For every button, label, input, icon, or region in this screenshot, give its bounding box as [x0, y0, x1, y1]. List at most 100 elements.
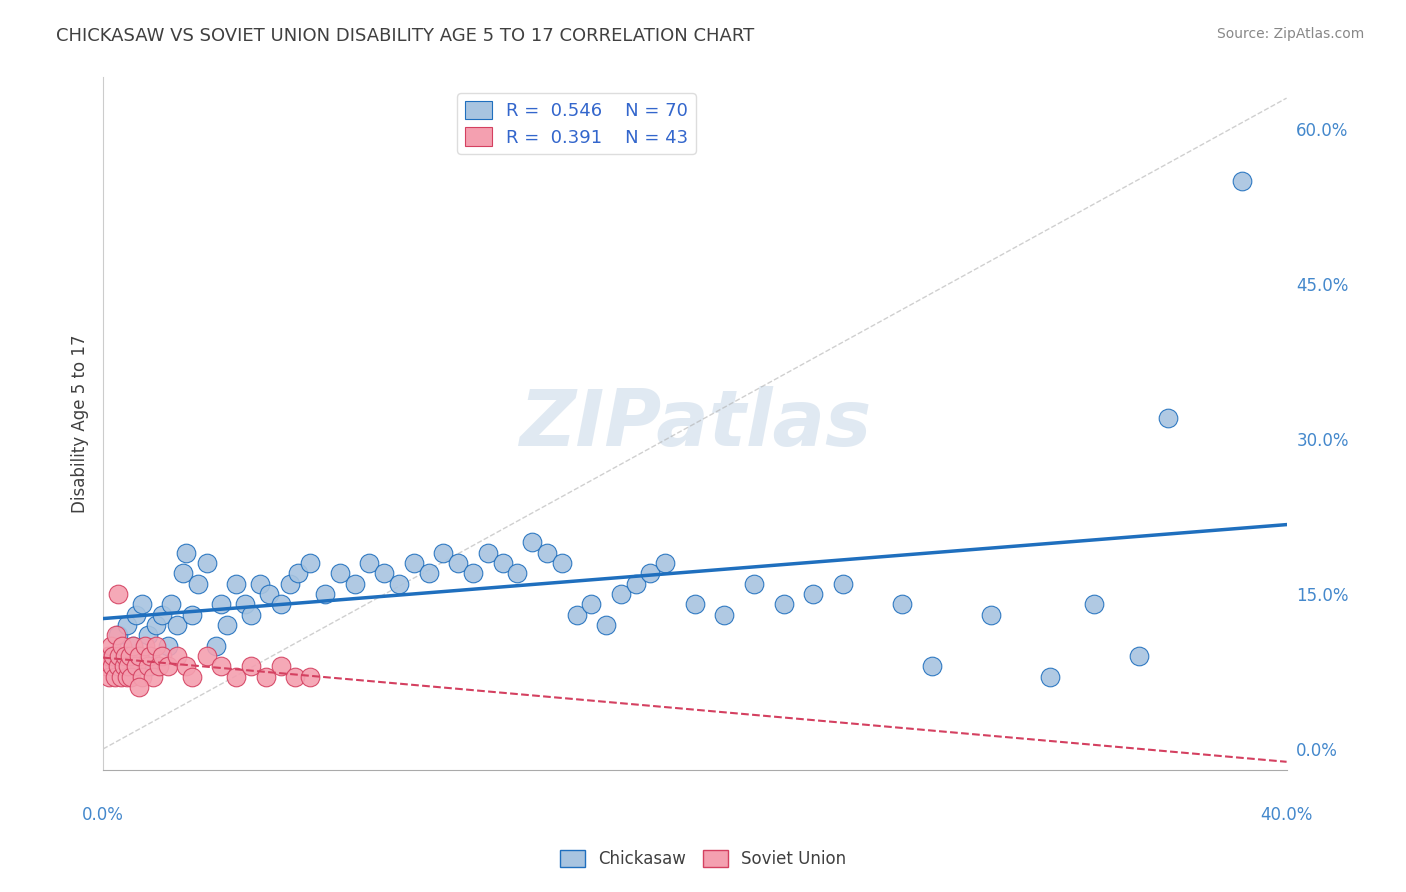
Point — [136, 628, 159, 642]
Point — [595, 618, 617, 632]
Point — [772, 597, 794, 611]
Legend: Chickasaw, Soviet Union: Chickasaw, Soviet Union — [553, 843, 853, 875]
Point — [110, 670, 132, 684]
Point — [329, 566, 352, 581]
Point — [148, 659, 170, 673]
Point — [110, 659, 132, 673]
Point — [131, 597, 153, 611]
Point — [610, 587, 633, 601]
Point — [120, 670, 142, 684]
Point — [211, 597, 233, 611]
Point — [115, 618, 138, 632]
Point — [536, 546, 558, 560]
Point — [145, 618, 167, 632]
Point — [980, 607, 1002, 622]
Point — [104, 670, 127, 684]
Point — [640, 566, 662, 581]
Point — [284, 670, 307, 684]
Point — [114, 648, 136, 663]
Point — [249, 576, 271, 591]
Point — [103, 648, 125, 663]
Point — [100, 639, 122, 653]
Point — [240, 607, 263, 622]
Point — [240, 659, 263, 673]
Point — [195, 648, 218, 663]
Text: Source: ZipAtlas.com: Source: ZipAtlas.com — [1216, 27, 1364, 41]
Point — [105, 628, 128, 642]
Point — [107, 587, 129, 601]
Point — [124, 607, 146, 622]
Point — [713, 607, 735, 622]
Point — [551, 556, 574, 570]
Point — [139, 648, 162, 663]
Point — [257, 587, 280, 601]
Point — [402, 556, 425, 570]
Text: 40.0%: 40.0% — [1260, 805, 1313, 823]
Point — [1128, 648, 1150, 663]
Point — [801, 587, 824, 601]
Point — [157, 639, 180, 653]
Point — [121, 639, 143, 653]
Point — [121, 639, 143, 653]
Point — [270, 659, 292, 673]
Point — [118, 648, 141, 663]
Point — [97, 648, 120, 663]
Point — [174, 659, 197, 673]
Point — [142, 670, 165, 684]
Point — [287, 566, 309, 581]
Point — [124, 659, 146, 673]
Point — [128, 648, 150, 663]
Point — [128, 680, 150, 694]
Point — [1157, 411, 1180, 425]
Point — [254, 670, 277, 684]
Point — [166, 618, 188, 632]
Point — [180, 607, 202, 622]
Point — [211, 659, 233, 673]
Point — [654, 556, 676, 570]
Point — [359, 556, 381, 570]
Point — [166, 648, 188, 663]
Point — [891, 597, 914, 611]
Text: CHICKASAW VS SOVIET UNION DISABILITY AGE 5 TO 17 CORRELATION CHART: CHICKASAW VS SOVIET UNION DISABILITY AGE… — [56, 27, 755, 45]
Point — [150, 607, 173, 622]
Point — [172, 566, 194, 581]
Point — [139, 659, 162, 673]
Point — [278, 576, 301, 591]
Point — [131, 670, 153, 684]
Point — [128, 648, 150, 663]
Point — [195, 556, 218, 570]
Point — [180, 670, 202, 684]
Point — [107, 628, 129, 642]
Point — [225, 670, 247, 684]
Point — [491, 556, 513, 570]
Point — [683, 597, 706, 611]
Point — [111, 639, 134, 653]
Point — [506, 566, 529, 581]
Point — [157, 659, 180, 673]
Point — [1083, 597, 1105, 611]
Point — [921, 659, 943, 673]
Point — [565, 607, 588, 622]
Point — [117, 659, 139, 673]
Y-axis label: Disability Age 5 to 17: Disability Age 5 to 17 — [72, 334, 89, 513]
Point — [112, 659, 135, 673]
Point — [108, 648, 131, 663]
Point — [373, 566, 395, 581]
Point — [107, 659, 129, 673]
Point — [477, 546, 499, 560]
Point — [204, 639, 226, 653]
Point — [1232, 174, 1254, 188]
Point — [136, 659, 159, 673]
Point — [299, 556, 322, 570]
Point — [101, 659, 124, 673]
Text: ZIPatlas: ZIPatlas — [519, 385, 870, 461]
Point — [447, 556, 470, 570]
Point — [233, 597, 256, 611]
Point — [831, 576, 853, 591]
Point — [160, 597, 183, 611]
Point — [388, 576, 411, 591]
Point — [145, 639, 167, 653]
Point — [150, 648, 173, 663]
Legend: R =  0.546    N = 70, R =  0.391    N = 43: R = 0.546 N = 70, R = 0.391 N = 43 — [457, 94, 696, 153]
Point — [187, 576, 209, 591]
